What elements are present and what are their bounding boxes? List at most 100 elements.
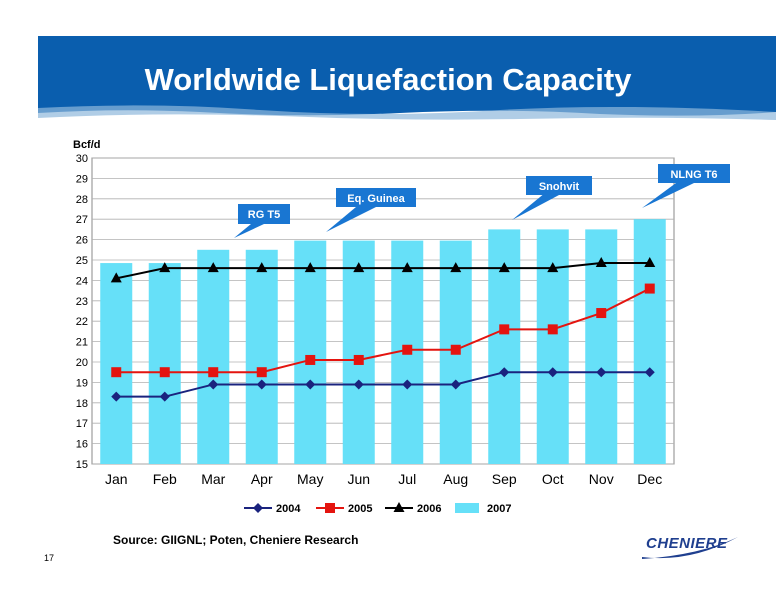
- point-2006-aug: [450, 262, 462, 273]
- point-2006-may: [304, 262, 316, 273]
- bar-2007-apr: [245, 249, 278, 464]
- point-2005-mar: [208, 367, 219, 378]
- y-tick-label: 21: [76, 337, 88, 349]
- callout-box-sep: [512, 176, 592, 220]
- point-2005-apr: [256, 367, 267, 378]
- callout-box-dec: [642, 164, 730, 208]
- point-2004-jun: [353, 379, 364, 390]
- x-tick-label: Mar: [201, 471, 225, 487]
- point-2005-oct: [547, 324, 558, 335]
- point-2004-oct: [547, 367, 558, 378]
- y-tick-label: 17: [76, 418, 88, 430]
- logo-text: CHENIERE: [646, 535, 728, 552]
- point-2006-dec: [644, 257, 656, 268]
- point-2005-dec: [644, 283, 655, 294]
- line-2004: [116, 371, 650, 398]
- y-tick-label: 25: [76, 255, 88, 267]
- banner-background: [38, 36, 776, 116]
- point-2004-feb: [159, 391, 170, 402]
- x-tick-label: May: [297, 471, 323, 487]
- legend-marker-2005: [325, 503, 335, 513]
- y-tick-label: 30: [76, 153, 88, 165]
- callout-label: RG T5: [248, 209, 280, 221]
- callout-box-jun: [326, 188, 416, 232]
- callout-label: NLNG T6: [670, 169, 717, 181]
- y-tick-label: 28: [76, 194, 88, 206]
- point-2005-sep: [499, 324, 510, 335]
- point-2006-feb: [159, 262, 171, 273]
- point-2006-jul: [401, 262, 413, 273]
- y-tick-label: 23: [76, 296, 88, 308]
- point-2005-may: [305, 354, 316, 365]
- legend-label: 2005: [348, 503, 372, 515]
- x-tick-label: Apr: [251, 471, 273, 487]
- point-2006-mar: [207, 262, 219, 273]
- y-tick-label: 24: [76, 275, 88, 287]
- point-2005-jan: [111, 367, 122, 378]
- x-tick-label: Oct: [542, 471, 564, 487]
- y-tick-label: 16: [76, 439, 88, 451]
- point-2006-sep: [498, 262, 510, 273]
- point-2006-jun: [353, 262, 365, 273]
- point-2004-mar: [208, 379, 219, 390]
- legend-swatch-2007: [455, 503, 479, 513]
- point-2006-jan: [110, 272, 122, 283]
- point-2004-sep: [499, 367, 510, 378]
- x-tick-label: Sep: [492, 471, 517, 487]
- legend-label: 2006: [417, 503, 441, 515]
- point-2005-jul: [402, 344, 413, 355]
- point-2004-apr: [256, 379, 267, 390]
- y-tick-label: 19: [76, 377, 88, 389]
- bar-2007-jun: [342, 240, 375, 464]
- y-tick-label: 29: [76, 173, 88, 185]
- bar-2007-mar: [197, 249, 230, 464]
- x-tick-label: Nov: [589, 471, 614, 487]
- bar-2007-feb: [148, 263, 181, 464]
- y-tick-label: 26: [76, 235, 88, 247]
- point-2004-jul: [402, 379, 413, 390]
- x-tick-label: Jun: [347, 471, 370, 487]
- point-2004-aug: [450, 379, 461, 390]
- point-2006-nov: [595, 257, 607, 268]
- y-tick-label: 27: [76, 214, 88, 226]
- point-2006-apr: [256, 262, 268, 273]
- point-2006-oct: [547, 262, 559, 273]
- line-2005: [116, 287, 651, 374]
- y-tick-label: 15: [76, 459, 88, 471]
- point-2004-nov: [596, 367, 607, 378]
- slide-title: Worldwide Liquefaction Capacity: [144, 62, 632, 97]
- point-2005-jun: [353, 354, 364, 365]
- x-tick-label: Aug: [443, 471, 468, 487]
- source-note: Source: GIIGNL; Poten, Cheniere Research: [113, 533, 359, 547]
- y-tick-label: 18: [76, 398, 88, 410]
- point-2004-may: [305, 379, 316, 390]
- cheniere-logo: [642, 537, 738, 559]
- banner-wave: [38, 105, 776, 120]
- bar-2007-may: [294, 240, 327, 464]
- x-tick-label: Jul: [398, 471, 416, 487]
- x-tick-label: Feb: [153, 471, 177, 487]
- logo-swoosh: [642, 537, 738, 559]
- bar-2007-jan: [100, 263, 133, 464]
- point-2004-dec: [644, 367, 655, 378]
- y-axis-label: Bcf/d: [73, 139, 101, 151]
- bar-2007-dec: [633, 219, 666, 464]
- point-2005-nov: [596, 308, 607, 319]
- legend-marker-2006: [393, 502, 405, 512]
- point-2005-feb: [159, 367, 170, 378]
- callout-label: Snohvit: [539, 181, 580, 193]
- y-tick-label: 22: [76, 316, 88, 328]
- x-tick-label: Dec: [637, 471, 662, 487]
- x-tick-label: Jan: [105, 471, 128, 487]
- line-2006: [116, 262, 650, 280]
- legend-marker-2004: [253, 503, 263, 513]
- point-2004-jan: [111, 391, 122, 402]
- callout-label: Eq. Guinea: [347, 193, 405, 205]
- page-number: 17: [44, 553, 55, 563]
- title-banner: [0, 0, 776, 120]
- y-tick-label: 20: [76, 357, 88, 369]
- point-2005-aug: [450, 344, 461, 355]
- legend-label: 2007: [487, 503, 511, 515]
- bar-2007-nov: [585, 229, 618, 464]
